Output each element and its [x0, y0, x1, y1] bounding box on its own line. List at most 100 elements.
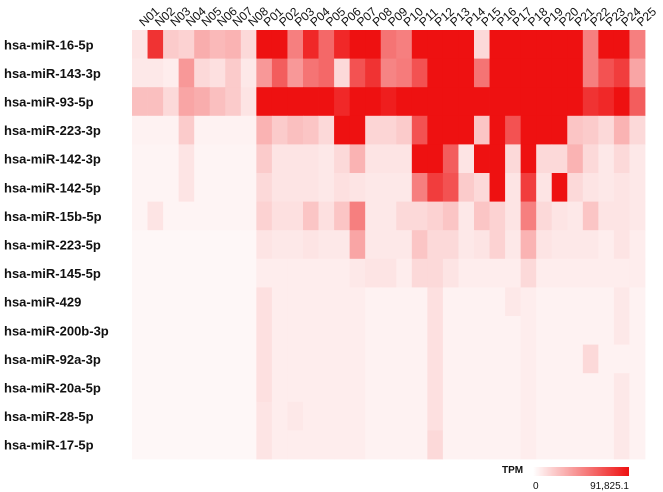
heatmap-cell [489, 430, 506, 460]
heatmap-cell [396, 230, 413, 260]
heatmap-cell [240, 316, 257, 345]
row-label: hsa-miR-142-5p [4, 180, 101, 195]
heatmap-cell [380, 144, 397, 174]
heatmap-cell [225, 258, 242, 288]
heatmap-cell [582, 201, 599, 231]
legend-gradient-bar [533, 467, 629, 476]
heatmap-cell [349, 430, 366, 460]
heatmap-cell [225, 115, 242, 145]
heatmap-cell [318, 430, 335, 460]
heatmap-cell [520, 287, 537, 317]
heatmap-cell [318, 144, 335, 174]
heatmap-cell [582, 373, 599, 403]
heatmap-cell [163, 430, 180, 460]
heatmap-cell [458, 201, 475, 231]
heatmap-cell [520, 316, 537, 345]
color-legend: TPM 0 91,825.1 [502, 465, 629, 492]
heatmap-cell [520, 58, 537, 88]
heatmap-cell [334, 373, 351, 403]
heatmap-cell [209, 58, 226, 88]
heatmap-cell [458, 144, 475, 174]
heatmap-cell [396, 373, 413, 403]
heatmap-cell [318, 30, 335, 59]
heatmap-cell [427, 316, 444, 345]
heatmap-cell [349, 287, 366, 317]
heatmap-cell [458, 58, 475, 88]
heatmap-cell [334, 144, 351, 174]
heatmap-cell [613, 115, 630, 145]
heatmap-cell [147, 401, 164, 431]
column-label: P25 [634, 4, 659, 29]
heatmap-cell [505, 173, 522, 202]
heatmap-cell [613, 30, 630, 59]
heatmap-cell [582, 344, 599, 374]
heatmap-cell [411, 58, 428, 88]
heatmap-cell [209, 201, 226, 231]
heatmap-cell [256, 173, 273, 202]
heatmap-cell [318, 316, 335, 345]
heatmap-cell [536, 401, 553, 431]
heatmap-cell [256, 287, 273, 317]
heatmap-cell [598, 201, 615, 231]
heatmap-cell [147, 58, 164, 88]
heatmap-cell [474, 58, 490, 88]
heatmap-cell [442, 258, 459, 288]
heatmap-cell [194, 401, 211, 431]
heatmap-cell [411, 430, 428, 460]
heatmap-cell [474, 258, 490, 288]
heatmap-cell [582, 173, 599, 202]
heatmap-cell [194, 373, 211, 403]
heatmap-cell [271, 430, 288, 460]
heatmap-cell [178, 173, 195, 202]
heatmap-cell [240, 230, 257, 260]
heatmap-cell [598, 30, 615, 59]
heatmap-cell [520, 201, 537, 231]
heatmap-cell [551, 30, 568, 59]
heatmap-cell [194, 115, 211, 145]
heatmap-cell [520, 30, 537, 59]
heatmap-cell [396, 344, 413, 374]
heatmap-cell [163, 115, 180, 145]
heatmap-cell [287, 58, 304, 88]
heatmap-cell [613, 316, 630, 345]
heatmap-cell [240, 201, 257, 231]
heatmap-cell [598, 401, 615, 431]
heatmap-cell [380, 58, 397, 88]
heatmap-cell [380, 344, 397, 374]
heatmap-cell [380, 115, 397, 145]
heatmap-cell [256, 30, 273, 59]
heatmap-cell [240, 173, 257, 202]
heatmap-cell [147, 201, 164, 231]
heatmap-cell [240, 430, 257, 460]
legend-title: TPM [502, 465, 523, 476]
heatmap-cell [225, 230, 242, 260]
heatmap-cell [163, 287, 180, 317]
heatmap-cell [505, 287, 522, 317]
heatmap-cell [147, 230, 164, 260]
heatmap-cell [240, 258, 257, 288]
heatmap-cell [396, 144, 413, 174]
heatmap-cell [349, 144, 366, 174]
heatmap-cell [458, 115, 475, 145]
row-label: hsa-miR-93-5p [4, 95, 94, 110]
heatmap-cell [240, 58, 257, 88]
heatmap-cell [271, 401, 288, 431]
heatmap-cell [365, 58, 382, 88]
heatmap-cell [489, 144, 506, 174]
heatmap-cell [178, 201, 195, 231]
heatmap-cell [225, 401, 242, 431]
heatmap-cell [567, 230, 584, 260]
heatmap-cell [256, 58, 273, 88]
heatmap-cell [334, 201, 351, 231]
heatmap-cell [163, 30, 180, 59]
heatmap-cell [629, 373, 646, 403]
heatmap-cell [303, 115, 319, 145]
heatmap-cell [225, 58, 242, 88]
heatmap-cell [349, 30, 366, 59]
heatmap-cell [567, 201, 584, 231]
heatmap-cell [303, 30, 319, 59]
heatmap-cell [365, 430, 382, 460]
heatmap-cell [489, 201, 506, 231]
heatmap-cell [271, 258, 288, 288]
heatmap-cell [380, 287, 397, 317]
